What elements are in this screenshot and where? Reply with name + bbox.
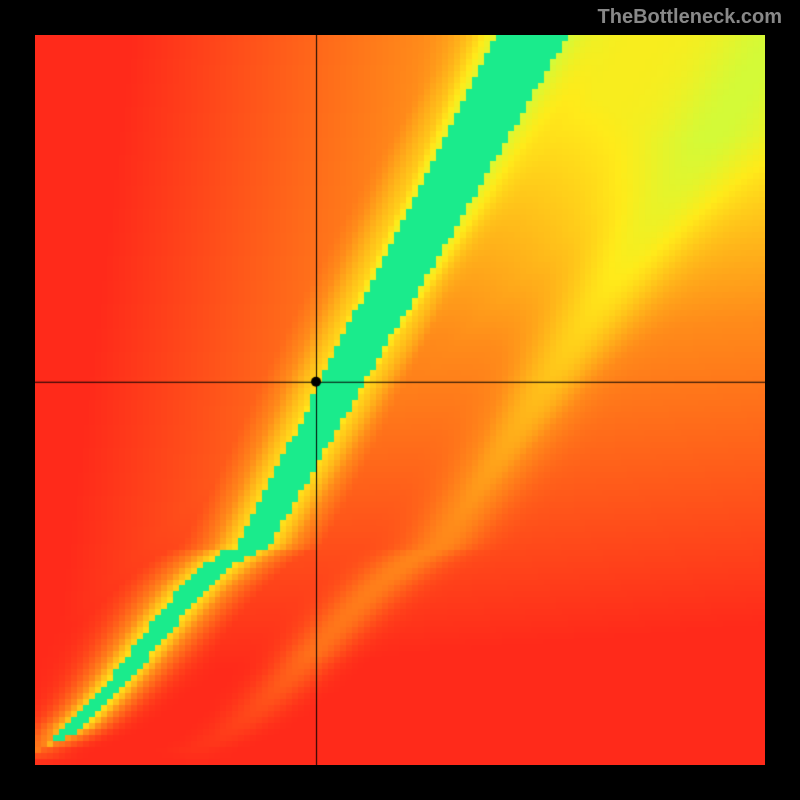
heatmap-canvas [35,35,765,765]
heatmap-plot [35,35,765,765]
watermark-text: TheBottleneck.com [598,6,782,29]
